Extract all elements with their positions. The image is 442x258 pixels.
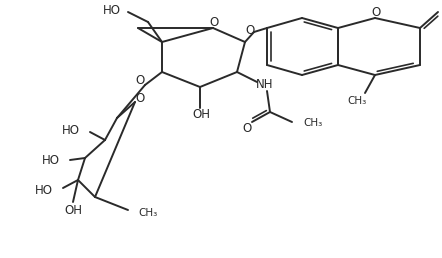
Text: OH: OH — [192, 109, 210, 122]
Text: O: O — [242, 122, 251, 134]
Text: OH: OH — [64, 204, 82, 216]
Text: HO: HO — [62, 125, 80, 138]
Text: CH₃: CH₃ — [303, 118, 322, 128]
Text: HO: HO — [103, 4, 121, 18]
Text: O: O — [210, 15, 219, 28]
Text: HO: HO — [35, 183, 53, 197]
Text: O: O — [135, 92, 145, 104]
Text: O: O — [371, 5, 381, 19]
Text: NH: NH — [256, 78, 274, 92]
Text: CH₃: CH₃ — [347, 96, 366, 106]
Text: CH₃: CH₃ — [138, 208, 157, 218]
Text: O: O — [245, 25, 255, 37]
Text: O: O — [135, 74, 145, 86]
Text: HO: HO — [42, 154, 60, 166]
